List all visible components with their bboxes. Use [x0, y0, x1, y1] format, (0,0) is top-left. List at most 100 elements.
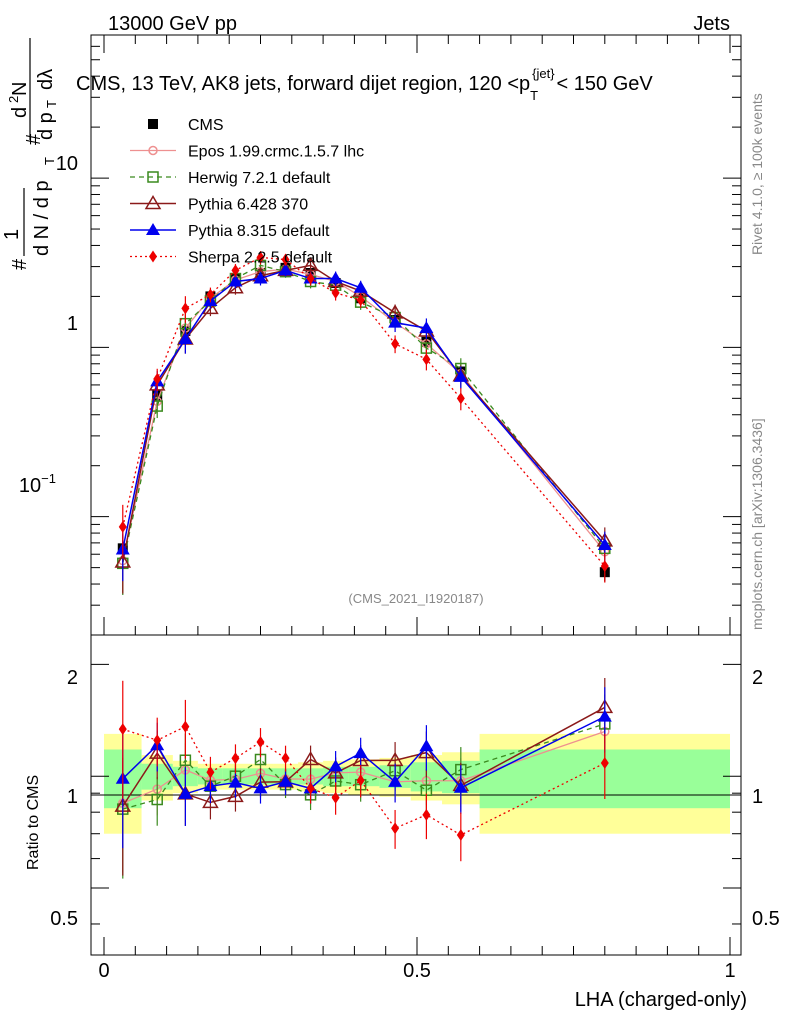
pythia8-ratio-point: [328, 759, 343, 772]
svg-text:#: #: [23, 133, 45, 145]
sherpa-ratio-point: [181, 720, 190, 733]
pythia8-ratio-point: [453, 780, 468, 793]
sherpa-ratio-point: [422, 808, 431, 821]
sherpa-ratio-point: [281, 752, 290, 765]
svg-text:#: #: [9, 258, 31, 270]
pythia8-ratio-point: [597, 709, 612, 722]
sherpa-ratio-point: [331, 791, 340, 804]
herwig-ratio-point: [151, 793, 163, 806]
sherpa-ratio-point: [256, 735, 265, 748]
sherpa-ratio-point: [306, 782, 315, 795]
epos-line: [122, 268, 606, 561]
sherpa-ratio-point: [153, 734, 162, 747]
ratio-tick-label-2-right: 2: [752, 667, 763, 689]
sherpa-point: [600, 560, 609, 573]
herwig-line: [122, 264, 606, 564]
pythia6-ratio-point: [227, 787, 244, 803]
svg-text:T: T: [42, 157, 57, 165]
sherpa-ratio-point: [356, 774, 365, 787]
pythia8-ratio-point: [388, 774, 403, 787]
x-tick-label-0: 0: [98, 960, 109, 982]
svg-text:1: 1: [1, 229, 23, 240]
sherpa-point: [306, 272, 315, 285]
legend-herwig-marker: [147, 171, 159, 183]
legend-pythia8-marker: [146, 223, 160, 235]
legend: CMS Epos 1.99.crmc.1.5.7 lhc Herwig 7.2.1 …: [130, 117, 364, 267]
sherpa-ratio-point: [391, 822, 400, 835]
sherpa-point: [181, 302, 190, 315]
legend-data-marker: [148, 119, 158, 129]
svg-text:d N / d p: d N / d p: [31, 180, 53, 256]
header-process: 13000 GeV pp: [108, 13, 237, 35]
rivet-label: Rivet 4.1.0, ≥ 100k events: [749, 93, 765, 255]
sherpa-ratio-point: [118, 723, 127, 736]
pythia8-point: [278, 263, 293, 276]
pythia8-ratio-point: [419, 739, 434, 752]
axis-ticks: [91, 34, 741, 955]
svg-text:N: N: [9, 82, 31, 96]
pythia8-ratio-point: [253, 781, 268, 794]
svg-text:dλ: dλ: [35, 69, 57, 90]
pythia8-point: [453, 369, 468, 382]
ratio-tick-label-0p5-left: 0.5: [50, 908, 78, 930]
pythia8-ratio-point: [178, 786, 193, 799]
sherpa-ratio-point: [600, 757, 609, 770]
sherpa-point: [422, 353, 431, 366]
pythia8-ratio-line: [122, 715, 606, 795]
sherpa-line: [122, 256, 606, 567]
sherpa-point: [331, 286, 340, 299]
svg-text:d p: d p: [35, 112, 57, 140]
ratio-tick-label-2-left: 2: [67, 667, 78, 689]
pythia8-point: [419, 321, 434, 334]
sherpa-point: [256, 251, 265, 264]
y-tick-label-10: 10: [56, 153, 78, 175]
svg-text:T: T: [44, 100, 59, 108]
ratio-tick-label-0p5-right: 0.5: [752, 908, 780, 930]
sherpa-point: [231, 264, 240, 277]
sherpa-point: [456, 392, 465, 405]
y-tick-label-0p1: 10−1: [19, 471, 56, 497]
pythia8-point: [328, 271, 343, 284]
pythia6-ratio-point: [302, 751, 319, 766]
x-tick-label-0p5: 0.5: [403, 960, 431, 982]
legend-data-label: CMS: [188, 117, 224, 134]
pythia8-ratio-point: [228, 775, 243, 788]
pythia8-point: [388, 315, 403, 328]
main-series: [114, 251, 614, 596]
ratio-tick-label-1-left: 1: [67, 786, 78, 808]
legend-pythia6-label: Pythia 6.428 370: [188, 197, 308, 214]
legend-pythia6-marker: [144, 195, 162, 210]
pythia8-point: [597, 538, 612, 551]
y-axis-label: # 1 d N / d p T # d 2 N d p T dλ: [1, 38, 59, 270]
sherpa-ratio-point: [456, 829, 465, 842]
sherpa-ratio-point: [206, 766, 215, 779]
legend-sherpa-label: Sherpa 2.2.5 default: [188, 250, 333, 267]
pythia8-point: [178, 332, 193, 345]
sherpa-ratio-point: [231, 752, 240, 765]
pythia6-point: [302, 256, 319, 272]
svg-text:2: 2: [6, 96, 21, 103]
pythia8-point: [228, 274, 243, 287]
y-tick-label-1: 1: [67, 313, 78, 335]
legend-pythia8-label: Pythia 8.315 default: [188, 223, 330, 240]
pythia8-ratio-point: [353, 746, 368, 759]
svg-text:d: d: [9, 107, 31, 118]
x-tick-label-1: 1: [724, 960, 735, 982]
x-axis-label: LHA (charged-only): [575, 989, 747, 1011]
analysis-watermark: (CMS_2021_I1920187): [348, 591, 483, 606]
legend-epos-marker: [148, 145, 158, 156]
mcplots-label: mcplots.cern.ch [arXiv:1306.3436]: [749, 418, 765, 630]
sherpa-point: [206, 288, 215, 301]
ratio-series: [114, 678, 614, 879]
pythia6-line: [122, 264, 606, 563]
ratio-uncertainty-bands: [104, 733, 730, 834]
sherpa-point: [391, 337, 400, 350]
pythia8-line: [122, 269, 606, 550]
header-category: Jets: [693, 13, 730, 35]
sherpa-point: [281, 253, 290, 266]
sherpa-point: [356, 294, 365, 307]
pythia8-point: [253, 271, 268, 284]
sherpa-point: [153, 373, 162, 386]
sherpa-ratio-line: [122, 725, 606, 836]
